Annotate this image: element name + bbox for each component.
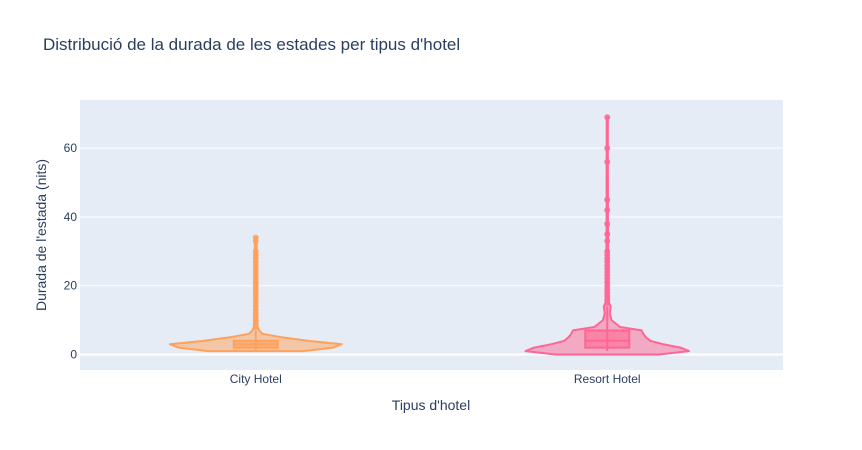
outlier-point [604, 220, 611, 227]
violins [168, 114, 690, 356]
y-tick-label: 0 [70, 348, 77, 362]
y-axis-title: Durada de l'estada (nits) [33, 159, 49, 311]
x-axis-title: Tipus d'hotel [392, 397, 470, 413]
outlier-point [604, 248, 611, 255]
y-tick-label: 60 [64, 141, 78, 155]
outlier-point [604, 231, 611, 238]
plot-area [80, 100, 783, 370]
outlier-point [604, 196, 611, 203]
y-tick-label: 20 [64, 279, 78, 293]
outlier-point [604, 114, 611, 121]
outlier-point [604, 238, 611, 245]
outlier-point [252, 234, 259, 241]
y-tick-label: 40 [64, 210, 78, 224]
box [584, 329, 631, 349]
outlier-point [604, 158, 611, 165]
x-axis-ticks: City Hotel Resort Hotel [230, 372, 641, 386]
y-axis-ticks: 0 20 40 60 [64, 141, 78, 361]
outlier-point [604, 207, 611, 214]
violin-resort-hotel [524, 114, 690, 356]
chart-title: Distribució de la durada de les estades … [43, 35, 460, 54]
outlier-point [604, 145, 611, 152]
violin-city-hotel [168, 234, 343, 353]
x-tick-label: City Hotel [230, 372, 282, 386]
outlier-point [252, 248, 259, 255]
x-tick-label: Resort Hotel [574, 372, 641, 386]
